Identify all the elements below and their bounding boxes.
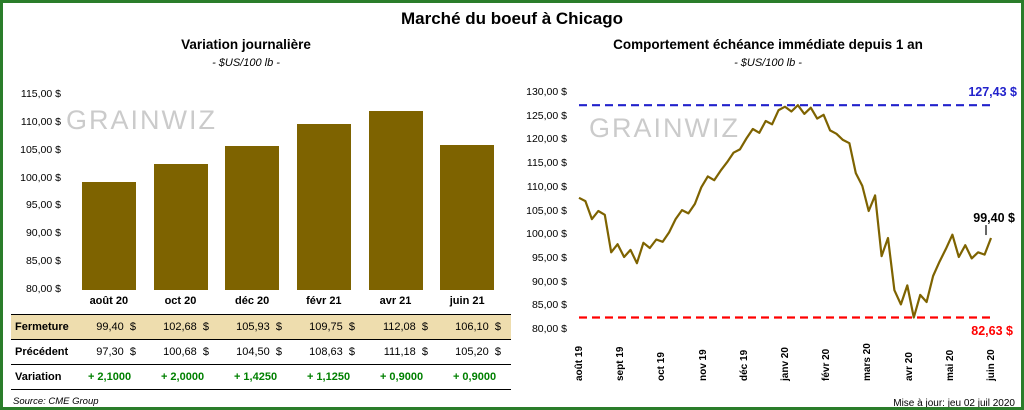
- price-table: Fermeture 99,40 $ 102,68 $ 105,93 $ 109,75 $…: [11, 314, 511, 390]
- x-axis-tick-label: févr 20: [821, 348, 833, 381]
- line-chart-subtitle: - $US/100 lb -: [734, 57, 802, 69]
- bar: [153, 163, 208, 290]
- year-trend-panel: Comportement échéance immédiate depuis 1…: [515, 33, 1021, 409]
- y-axis-tick-label: 130,00 $: [526, 86, 567, 98]
- category-label: avr 21: [379, 295, 412, 307]
- table-cell: 112,08 $: [382, 321, 428, 333]
- table-row: Fermeture 99,40 $ 102,68 $ 105,93 $ 109,75 $…: [11, 315, 511, 340]
- table-row: Précédent 97,30 $ 100,68 $ 104,50 $ 108,63 $…: [11, 340, 511, 365]
- page-title: Marché du boeuf à Chicago: [401, 9, 623, 28]
- price-line: [578, 104, 993, 319]
- bar: [440, 144, 495, 290]
- table-cell: 111,18 $: [383, 346, 428, 358]
- y-axis-tick-label: 100,00 $: [526, 228, 567, 241]
- table-cell: + 1,4250: [233, 371, 278, 383]
- x-axis-tick-label: déc 19: [738, 349, 750, 381]
- bar: [368, 111, 423, 290]
- line-chart-title: Comportement échéance immédiate depuis 1…: [613, 37, 923, 52]
- x-axis-tick-label: sept 19: [615, 346, 627, 381]
- x-axis-tick-label: juin 20: [986, 349, 997, 381]
- table-cell: + 0,9000: [452, 371, 497, 383]
- bar-chart-y-axis: 115,00 $ 110,00 $ 105,00 $ 100,00 $ 95,00 $ 9…: [11, 33, 67, 407]
- last-value-label: 99,40 $: [973, 211, 1015, 225]
- table-cell: 102,68 $: [163, 321, 209, 333]
- y-axis-tick-label: 105,00 $: [526, 204, 567, 217]
- line-chart-x-axis: août 19 sept 19 oct 19 nov 19 déc 19 janv 20 f…: [515, 33, 1021, 407]
- bar-chart-title: Variation journalière: [181, 37, 311, 52]
- y-axis-tick-label: 80,00 $: [531, 323, 567, 335]
- bar: [225, 145, 280, 290]
- table-cell: + 0,9000: [379, 371, 424, 383]
- x-axis-tick-label: oct 19: [656, 352, 668, 381]
- table-cell: + 1,1250: [306, 371, 351, 383]
- x-axis-tick-label: août 19: [574, 345, 585, 381]
- y-axis-tick-label: 115,00 $: [20, 88, 61, 100]
- y-axis-tick-label: 95,00 $: [25, 199, 61, 212]
- table-cell: 105,20 $: [455, 346, 501, 358]
- y-axis-tick-label: 105,00 $: [20, 143, 61, 156]
- table-cell: 109,75 $: [309, 321, 355, 333]
- min-value-label: 82,63 $: [971, 324, 1013, 338]
- y-axis-tick-label: 120,00 $: [526, 133, 567, 146]
- table-cell: 105,93 $: [236, 321, 282, 333]
- category-label: août 20: [89, 295, 129, 307]
- table-cell: + 2,1000: [87, 371, 132, 383]
- category-label: juin 21: [449, 295, 485, 307]
- daily-variation-panel: Variation journalière - $US/100 lb - GRA…: [11, 33, 513, 407]
- y-axis-tick-label: 90,00 $: [25, 227, 61, 240]
- source-note: Source: CME Group: [13, 396, 99, 407]
- category-label: oct 20: [164, 295, 197, 307]
- line-chart-y-axis: 130,00 $ 125,00 $ 120,00 $ 115,00 $ 110,00 $…: [515, 33, 573, 407]
- table-cell: 104,50 $: [236, 346, 282, 358]
- bar-chart-subtitle: - $US/100 lb -: [212, 57, 280, 69]
- x-axis-tick-label: nov 19: [697, 349, 709, 381]
- max-value-label: 127,43 $: [968, 85, 1017, 99]
- y-axis-tick-label: 90,00 $: [531, 275, 567, 288]
- table-cell: 108,63 $: [309, 346, 355, 358]
- bar: [296, 124, 351, 290]
- bar: [81, 181, 136, 290]
- y-axis-tick-label: 100,00 $: [20, 171, 61, 184]
- category-label: févr 21: [306, 295, 342, 307]
- table-cell: 99,40 $: [96, 321, 136, 333]
- bar-chart-plot: [11, 33, 513, 407]
- table-cell: 100,68 $: [163, 346, 209, 358]
- table-cell: + 2,0000: [160, 371, 205, 383]
- y-axis-tick-label: 85,00 $: [25, 255, 61, 268]
- x-axis-tick-label: janv 20: [780, 347, 791, 381]
- table-cell: 106,10 $: [455, 321, 501, 333]
- y-axis-tick-label: 125,00 $: [526, 109, 567, 122]
- row-label: Précédent: [15, 346, 69, 358]
- x-axis-tick-label: mars 20: [862, 343, 874, 381]
- category-label: déc 20: [235, 295, 270, 307]
- y-axis-tick-label: 95,00 $: [531, 251, 567, 264]
- row-label: Variation: [15, 371, 62, 383]
- update-note: Mise à jour: jeu 02 juil 2020: [893, 398, 1015, 409]
- y-axis-tick-label: 85,00 $: [531, 299, 567, 312]
- y-axis-tick-label: 110,00 $: [20, 115, 61, 128]
- y-axis-tick-label: 115,00 $: [526, 157, 567, 170]
- row-label: Fermeture: [15, 321, 69, 333]
- table-row: Variation + 2,1000 + 2,0000 + 1,4250 + 1,125…: [11, 365, 511, 390]
- x-axis-tick-label: avr 20: [903, 352, 915, 381]
- table-cell: 97,30 $: [96, 346, 136, 358]
- y-axis-tick-label: 110,00 $: [526, 180, 567, 193]
- x-axis-tick-label: mai 20: [944, 349, 956, 381]
- line-chart-plot: [578, 104, 993, 319]
- y-axis-tick-label: 80,00 $: [25, 283, 61, 295]
- bar-chart-x-axis: août 20 oct 20 déc 20 févr 21 avr 21 juin 21: [11, 295, 513, 311]
